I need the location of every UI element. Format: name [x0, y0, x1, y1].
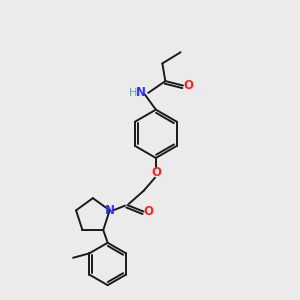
- Text: O: O: [151, 166, 161, 179]
- Text: O: O: [183, 79, 193, 92]
- Text: H: H: [129, 88, 137, 98]
- Text: N: N: [136, 86, 146, 99]
- Text: O: O: [143, 205, 154, 218]
- Text: N: N: [105, 204, 115, 217]
